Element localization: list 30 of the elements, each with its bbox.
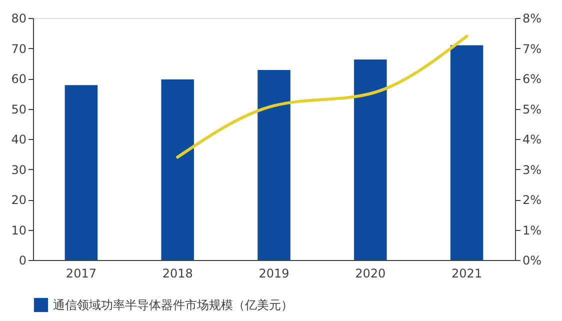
y2-tick-label: 4%: [522, 132, 542, 146]
x-tick-label: 2020: [355, 266, 386, 280]
y-tick-label: 60: [11, 72, 26, 86]
x-tick-label: 2019: [258, 266, 290, 280]
y-tick-label: 10: [11, 223, 26, 238]
bar: [450, 45, 484, 260]
y2-tick-label: 1%: [522, 223, 542, 238]
y-tick-label: 50: [11, 102, 26, 116]
y2-tick-label: 0%: [522, 254, 542, 268]
y2-tick-label: 5%: [522, 102, 542, 116]
y2-tick-label: 3%: [522, 162, 542, 177]
bar: [161, 79, 194, 260]
bar: [354, 59, 387, 260]
y-tick-label: 30: [11, 162, 26, 177]
y-tick-label: 40: [11, 132, 26, 146]
y2-tick-label: 2%: [522, 193, 542, 207]
bar: [258, 70, 290, 260]
y2-tick-label: 8%: [522, 12, 542, 26]
y2-tick-label: 7%: [522, 42, 542, 56]
y-tick-label: 20: [11, 193, 26, 207]
x-tick-label: 2017: [66, 266, 96, 280]
line-series: [176, 34, 468, 159]
legend-label: 通信领域功率半导体器件市场规模（亿美元）: [53, 298, 293, 312]
bar: [64, 85, 98, 260]
x-tick-label: 2021: [452, 266, 482, 280]
y-tick-label: 70: [11, 42, 26, 56]
y-tick-label: 0: [18, 254, 26, 268]
x-tick-label: 2018: [162, 266, 193, 280]
y-tick-label: 80: [11, 12, 26, 26]
y2-tick-label: 6%: [522, 72, 542, 86]
